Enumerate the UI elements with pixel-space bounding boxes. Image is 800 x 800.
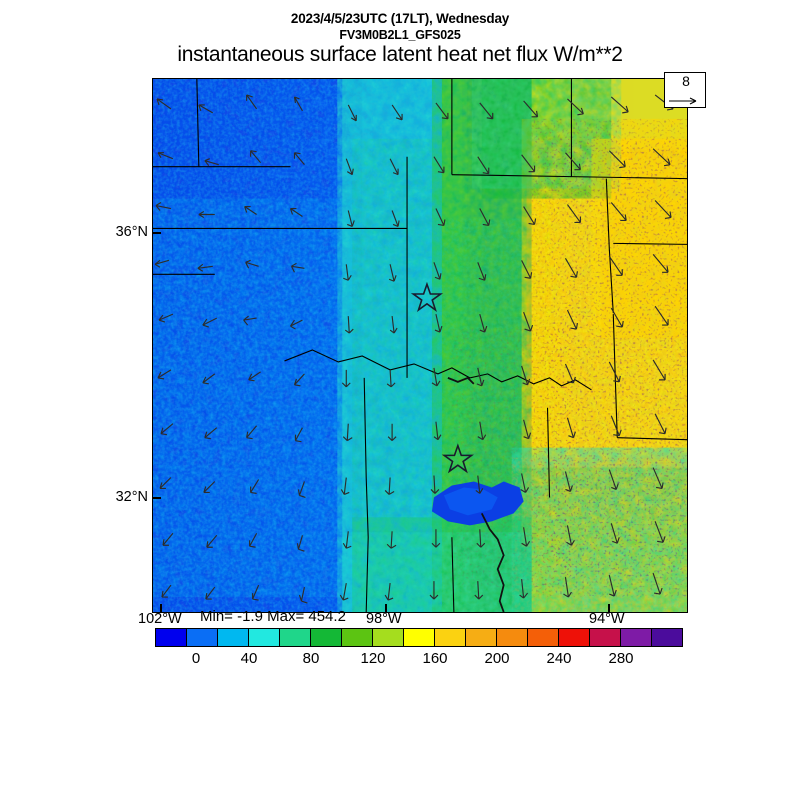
colorbar-tick: 160 [422,650,448,667]
colorbar-segment [156,629,187,646]
station-star-south [441,443,474,474]
state-boundaries [153,79,687,612]
station-star-north [410,281,444,312]
wind-vector-field [154,94,674,604]
wind-vector-legend: 8 [664,72,706,108]
colorbar-segment [528,629,559,646]
lat-tick-36 [152,232,161,234]
lat-tick-32 [152,497,161,499]
station-markers [410,281,474,474]
colorbar-segment [187,629,218,646]
colorbar-segment [435,629,466,646]
lon-tick-94 [608,604,610,613]
wind-legend-value: 8 [682,73,690,89]
heatmap-canvas [153,79,687,612]
colorbar-segment [590,629,621,646]
colorbar-tick: 280 [608,650,634,667]
lon-label-94w: 94°W [589,611,625,627]
river-line [447,376,505,612]
colorbar-segment [249,629,280,646]
title-model-id: FV3M0B2L1_GFS025 [339,28,461,42]
title-timestamp: 2023/4/5/23UTC (17LT), Wednesday [290,11,510,26]
colorbar-segment [404,629,435,646]
lon-tick-102 [160,604,162,613]
map-plot-area[interactable] [152,78,688,613]
lon-tick-98 [385,604,387,613]
colorbar-segment [559,629,590,646]
reservoir-patch [431,481,524,526]
lat-label-36n: 36°N [115,224,148,240]
colorbar-segment [373,629,404,646]
colorbar-segment [621,629,652,646]
colorbar-tick: 240 [546,650,572,667]
lat-label-32n: 32°N [115,489,148,505]
colorbar-segment [466,629,497,646]
colorbar-segment [497,629,528,646]
colorbar-segment [342,629,373,646]
colorbar-segment [311,629,342,646]
colorbar-tick: 200 [484,650,510,667]
colorbar-tick-labels: 0 40 80 120 160 200 240 280 [0,650,800,670]
colorbar[interactable] [155,628,683,647]
colorbar-tick: 0 [191,650,201,667]
lon-label-102w: 102°W [138,611,182,627]
colorbar-segment [280,629,311,646]
colorbar-segment [218,629,249,646]
colorbar-segment [652,629,682,646]
reference-arrow-icon [669,97,697,105]
colorbar-tick: 40 [240,650,258,667]
colorbar-tick: 120 [360,650,386,667]
page-title: instantaneous surface latent heat net fl… [177,43,623,66]
lon-label-98w: 98°W [366,611,402,627]
colorbar-tick: 80 [302,650,320,667]
minmax-annotation: Min= -1.9 Max= 454.2 [200,608,346,625]
